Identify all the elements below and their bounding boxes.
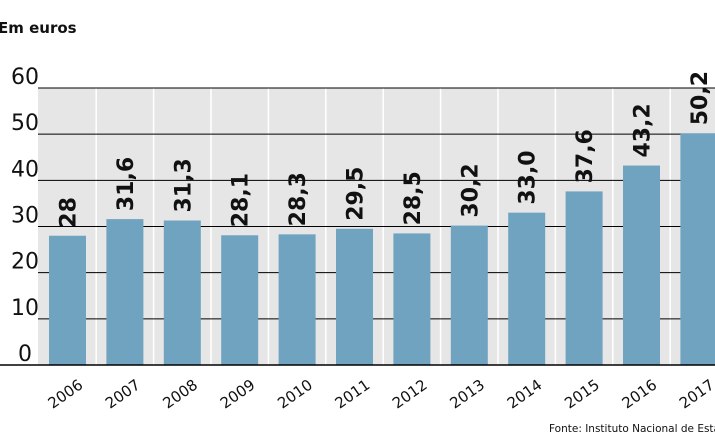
data-label: 43,2 (631, 103, 656, 157)
y-tick-label: 10 (11, 296, 39, 321)
x-tick-label: 2017 (676, 376, 715, 413)
x-tick-label: 2015 (561, 376, 603, 413)
data-label: 28,3 (286, 172, 311, 226)
data-label: 28,1 (229, 173, 254, 227)
bar (508, 212, 546, 365)
bar (49, 235, 86, 365)
bar (106, 219, 144, 365)
bar (680, 133, 715, 365)
data-label: 37,6 (573, 129, 598, 183)
x-tick-label: 2016 (619, 376, 661, 413)
data-label: 31,6 (114, 157, 139, 211)
bar (221, 235, 259, 365)
x-tick-label: 2013 (446, 376, 488, 413)
y-tick-label: 60 (11, 65, 39, 90)
y-tick-label: 40 (11, 157, 39, 182)
bar (450, 225, 488, 365)
data-label: 33,0 (516, 150, 541, 204)
data-label: 28,5 (401, 171, 426, 225)
data-label: 28 (57, 197, 82, 228)
bar (336, 228, 373, 365)
data-label: 50,2 (688, 71, 713, 125)
x-tick-label: 2014 (504, 376, 546, 413)
x-axis-ticks: 2006 2007 2008 2009 2010 2011 2012 2013 2014 2015… (45, 376, 715, 413)
x-tick-label: 2007 (102, 376, 144, 413)
data-label: 30,2 (458, 163, 483, 217)
y-tick-label: 20 (11, 250, 39, 275)
value-labels: 28 31,6 31,3 28,1 28,3 29,5 28,5 30,2 33,0 37,6 43… (57, 71, 713, 228)
y-axis-ticks: 0 10 20 30 40 50 60 (11, 65, 39, 367)
bar (393, 233, 431, 365)
y-tick-label: 50 (11, 111, 39, 136)
bars (49, 133, 715, 365)
x-tick-label: 2010 (274, 376, 316, 413)
unit-label: Em euros (0, 19, 77, 37)
data-label: 29,5 (344, 167, 369, 221)
bar (278, 234, 316, 365)
bar (565, 191, 603, 365)
bar (163, 220, 201, 365)
x-tick-label: 2006 (45, 376, 87, 413)
bar (623, 165, 660, 365)
x-tick-label: 2011 (332, 376, 374, 413)
y-tick-label: 0 (18, 342, 32, 367)
grid-lines (38, 87, 715, 365)
data-label: 31,3 (171, 158, 196, 212)
x-tick-label: 2009 (217, 376, 259, 413)
source-label: Fonte: Instituto Nacional de Estatística (549, 423, 715, 435)
x-tick-label: 2012 (389, 376, 431, 413)
x-tick-label: 2008 (159, 376, 201, 413)
y-tick-label: 30 (11, 204, 39, 229)
